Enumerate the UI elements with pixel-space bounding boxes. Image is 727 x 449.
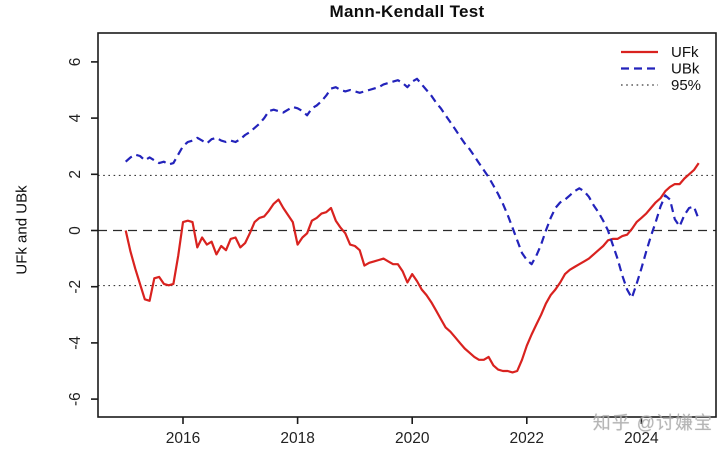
y-tick-label: -2 bbox=[67, 280, 84, 294]
legend-label-ufk: UFk bbox=[671, 44, 699, 61]
y-tick-label: -4 bbox=[67, 336, 84, 350]
x-tick-label: 2024 bbox=[624, 430, 659, 447]
x-tick-label: 2020 bbox=[395, 430, 430, 447]
y-tick-label: 6 bbox=[67, 58, 84, 67]
legend-label-95pct: 95% bbox=[671, 77, 701, 94]
x-tick-label: 2022 bbox=[510, 430, 544, 447]
series-line-ubk bbox=[124, 77, 700, 299]
chart-title: Mann-Kendall Test bbox=[329, 2, 485, 21]
x-tick-label: 2016 bbox=[166, 430, 200, 447]
y-tick-label: 2 bbox=[67, 170, 84, 179]
y-tick-label: 4 bbox=[67, 113, 84, 122]
y-tick-label: -6 bbox=[67, 392, 84, 406]
y-tick-label: 0 bbox=[67, 226, 84, 235]
series-line-ufk bbox=[124, 162, 700, 374]
x-tick-label: 2018 bbox=[280, 430, 314, 447]
watermark: 知乎 @讨嫌宝 bbox=[592, 413, 713, 433]
plot-border bbox=[97, 32, 717, 418]
legend-label-ubk: UBk bbox=[671, 61, 700, 78]
